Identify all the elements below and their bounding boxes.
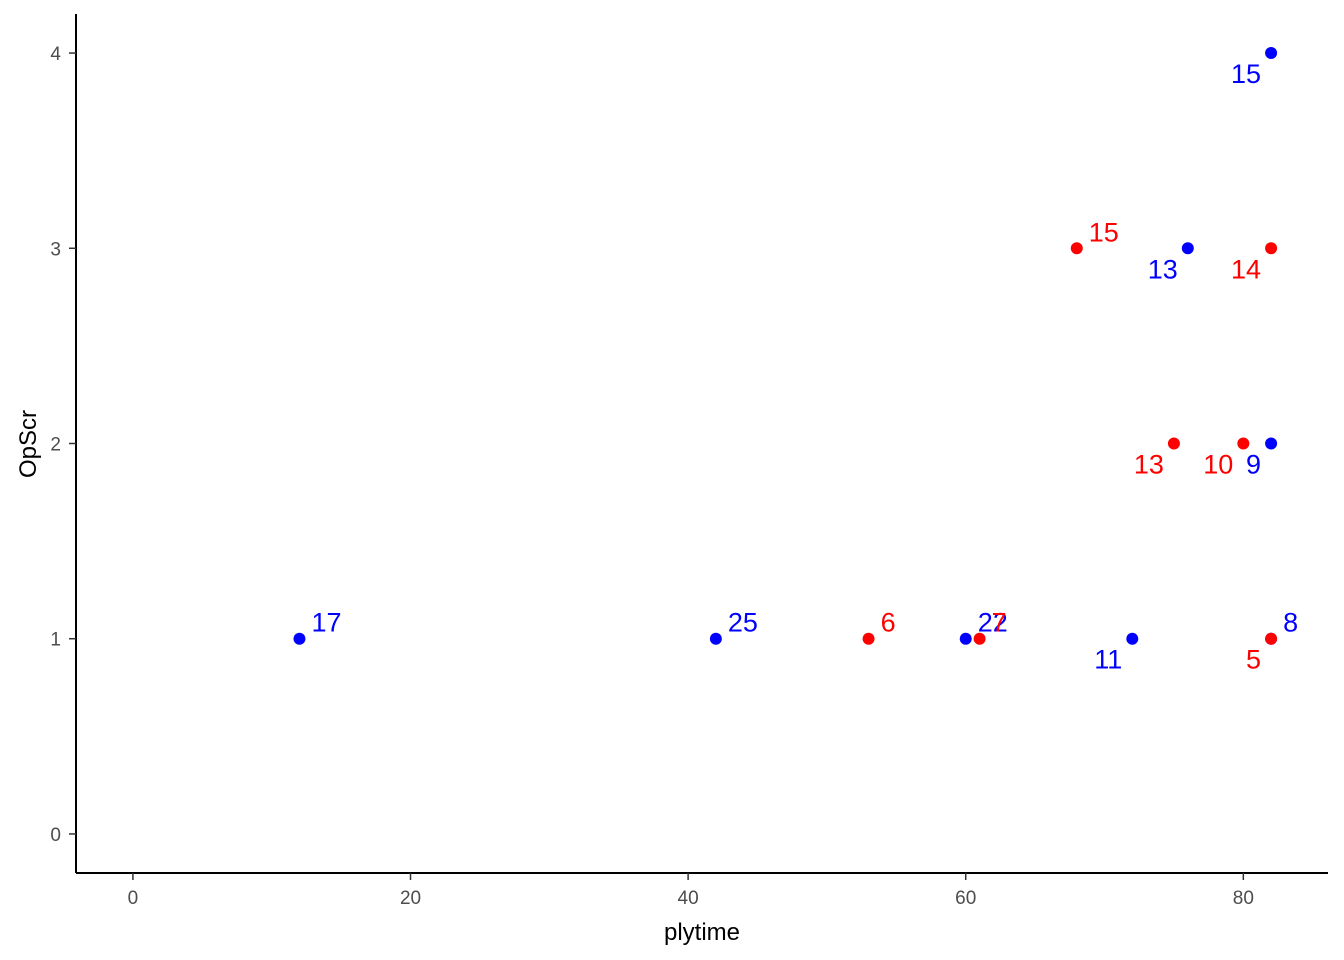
blue-point-label: 9 [1246, 450, 1261, 480]
data-points [293, 47, 1278, 645]
red-point [862, 632, 875, 645]
red-point-label: 7 [992, 608, 1007, 638]
x-tick-label: 0 [128, 888, 139, 909]
y-tick-label: 3 [50, 239, 61, 260]
red-point-label: 14 [1231, 254, 1261, 284]
blue-point-label: 25 [728, 608, 758, 638]
red-point [973, 632, 986, 645]
blue-point [959, 632, 972, 645]
y-tick-label: 1 [50, 630, 61, 651]
red-point [1070, 242, 1083, 255]
red-point [1265, 632, 1278, 645]
red-point [1237, 437, 1250, 450]
x-tick-label: 60 [955, 888, 976, 909]
y-tick-label: 0 [50, 825, 61, 846]
blue-point [293, 632, 306, 645]
blue-point [1265, 47, 1278, 60]
blue-point [1126, 632, 1139, 645]
y-tick-label: 4 [50, 44, 61, 65]
blue-point [1181, 242, 1194, 255]
blue-point-label: 17 [311, 608, 341, 638]
red-point-label: 15 [1089, 217, 1119, 247]
x-tick-label: 20 [400, 888, 421, 909]
red-point [1167, 437, 1180, 450]
red-point [1265, 242, 1278, 255]
blue-point-label: 15 [1231, 59, 1261, 89]
red-point-label: 5 [1246, 645, 1261, 675]
blue-point-label: 8 [1283, 608, 1298, 638]
red-point-label: 6 [881, 608, 896, 638]
x-axis-title: plytime [664, 919, 740, 946]
blue-point-label: 13 [1148, 254, 1178, 284]
x-tick-label: 80 [1233, 888, 1254, 909]
point-labels: 17 25 22 11 8 9 13 15 6 7 5 13 10 15 14 [311, 59, 1298, 675]
blue-point-label: 22 [978, 608, 1008, 638]
red-point-label: 10 [1203, 450, 1233, 480]
blue-point [1265, 437, 1278, 450]
x-tick-label: 40 [678, 888, 699, 909]
blue-point [709, 632, 722, 645]
blue-point-label: 11 [1094, 645, 1122, 675]
red-point-label: 13 [1134, 450, 1164, 480]
y-axis: 0 1 2 3 4 [50, 14, 77, 873]
x-axis: 0 20 40 60 80 [76, 872, 1328, 909]
y-tick-label: 2 [50, 435, 61, 456]
y-axis-title: OpScr [15, 410, 42, 478]
